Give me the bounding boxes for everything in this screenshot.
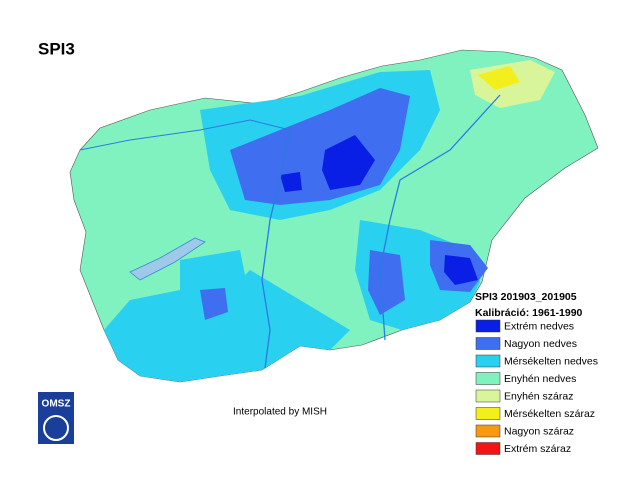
legend-swatch [475,424,501,438]
legend-label: Enyhén nedves [504,373,576,385]
moderate-wet-area [104,270,350,382]
legend-label: Nagyon nedves [504,338,577,350]
logo-text: OMSZ [42,399,71,410]
lake [129,237,206,281]
logo-box [38,392,74,444]
river [379,94,501,341]
legend-label: Mérsékelten nedves [504,355,598,367]
extreme-wet-area [322,135,375,190]
legend-subtitle: Kalibráció: 1961-1990 [475,307,583,319]
moderate-dry-area [478,66,520,90]
legend-swatch [475,337,501,350]
legend-swatch [475,389,501,403]
legend-label: Nagyon száraz [504,425,574,437]
omsz-logo: OMSZ [38,392,74,444]
legend-swatch [475,407,501,420]
very-wet-area [200,288,228,320]
legend-swatch [475,319,501,333]
legend-label: Enyhén száraz [504,390,573,402]
legend-label: Extrém száraz [504,443,571,455]
legend-swatch [475,354,501,368]
country-map [69,49,599,383]
legend-title: SPI3 201903_201905 [475,291,577,303]
river [261,129,291,369]
extreme-wet-area [444,255,478,285]
legend-label: Extrém nedves [504,320,574,332]
very-wet-area [368,250,405,315]
legend-swatch [475,372,501,385]
legend-label: Mérsékelten száraz [504,408,595,420]
logo-emblem [43,415,69,441]
legend-swatch [475,442,501,455]
credit-text: Interpolated by MISH [233,407,327,418]
river [79,119,291,151]
map-title: SPI3 [38,39,75,58]
legend: Extrém nedves Nagyon nedves Mérsékelten ne… [475,319,598,455]
extreme-wet-area [280,172,302,192]
